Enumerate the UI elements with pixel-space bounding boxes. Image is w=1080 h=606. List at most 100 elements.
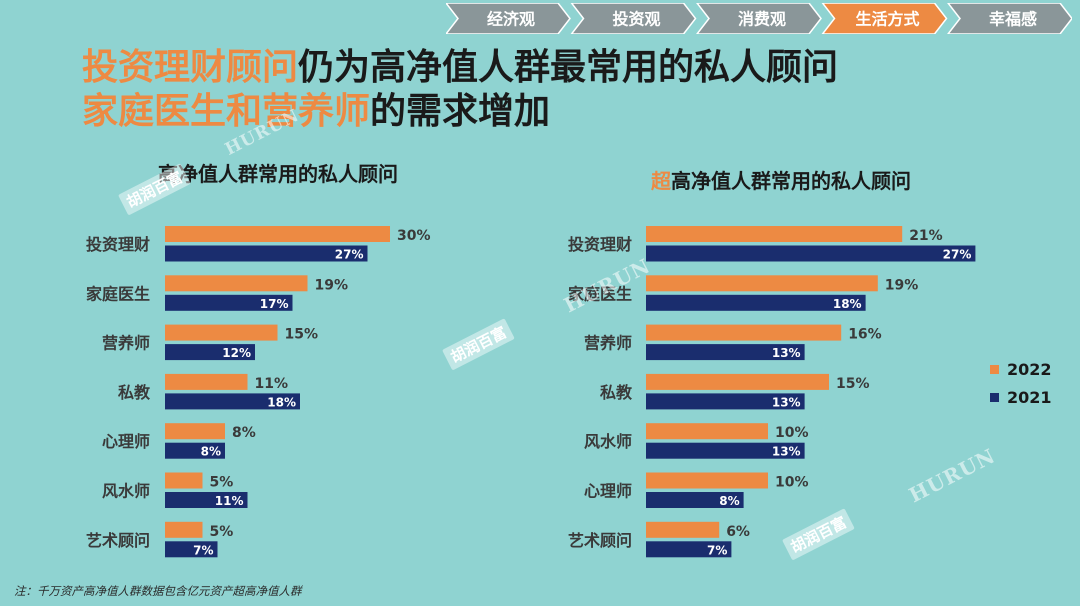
nav-tab-2[interactable]: 消费观 xyxy=(696,3,822,34)
right-chart-title-prefix: 超 xyxy=(651,169,671,193)
bar-2022 xyxy=(646,373,829,390)
data-label-2022: 5% xyxy=(210,524,234,540)
data-label-2021: 12% xyxy=(222,346,251,360)
nav-tab-label[interactable]: 消费观 xyxy=(738,10,786,29)
data-label-2022: 21% xyxy=(909,228,943,244)
category-group: 风水师 5% 11% xyxy=(102,472,248,508)
nav-tab-shape[interactable] xyxy=(821,3,948,34)
bar-2021 xyxy=(165,541,218,558)
nav-tab-3[interactable]: 生活方式 xyxy=(821,3,948,34)
bar-2022 xyxy=(165,275,308,292)
legend-label-2021: 2021 xyxy=(1007,387,1052,407)
data-label-2021: 27% xyxy=(335,248,364,262)
data-label-2022: 10% xyxy=(775,475,809,491)
bar-2022 xyxy=(165,472,203,489)
data-label-2021: 17% xyxy=(260,297,289,311)
data-label-2021: 8% xyxy=(201,445,221,459)
category-group: 投资理财 21%27% xyxy=(568,226,976,262)
left-bar-chart: 投资理财 30% 27% 家庭医生 19% 17% 营养师 15% 12% 私教 11% 18% 心理师… xyxy=(86,226,431,558)
category-label: 私教 xyxy=(118,383,151,402)
data-label-2021: 18% xyxy=(833,297,862,311)
legend-label-2022: 2022 xyxy=(1007,359,1052,379)
category-group: 家庭医生 19% 17% xyxy=(86,275,348,311)
right-bar-chart: 投资理财 21%27%家庭医生 19%18%营养师 16%13%私教 15%13%风水师… xyxy=(568,226,976,558)
nav-tab-label[interactable]: 经济观 xyxy=(487,10,535,29)
legend-item-2021: 2021 xyxy=(990,383,1052,411)
nav-tab-1[interactable]: 投资观 xyxy=(570,3,697,34)
category-group: 艺术顾问 6% 7% xyxy=(568,521,750,558)
title-line-1-rest: 仍为高净值人群最常用的私人顾问 xyxy=(298,47,839,88)
category-label: 风水师 xyxy=(584,432,632,451)
data-label-2022: 19% xyxy=(315,277,349,293)
bar-2022 xyxy=(165,324,278,341)
bar-2021 xyxy=(165,442,225,459)
bar-2021 xyxy=(646,492,744,508)
data-label-2022: 15% xyxy=(285,327,319,343)
category-group: 风水师 10% 13% xyxy=(584,423,809,459)
legend: 2022 2021 xyxy=(990,355,1052,411)
data-label-2021: 7% xyxy=(193,543,213,557)
nav-tab-label[interactable]: 生活方式 xyxy=(855,10,919,29)
bar-2022 xyxy=(646,472,768,489)
category-group: 营养师 16% 13% xyxy=(584,324,882,361)
legend-swatch-2022 xyxy=(990,364,999,374)
category-group: 心理师 8% 8% xyxy=(102,423,256,459)
nav-tab-label[interactable]: 幸福感 xyxy=(989,10,1037,29)
data-label-2021: 13% xyxy=(772,395,801,409)
nav-tab-shape[interactable] xyxy=(570,3,697,34)
data-label-2022: 8% xyxy=(232,425,256,441)
data-label-2021: 18% xyxy=(267,395,296,409)
category-group: 家庭医生 19% 18% xyxy=(568,275,918,311)
category-group: 投资理财 30% 27% xyxy=(86,226,431,262)
bar-2021 xyxy=(165,492,248,508)
category-label: 心理师 xyxy=(102,432,150,451)
title-line-1: 投资理财顾问仍为高净值人群最常用的私人顾问 xyxy=(82,48,838,88)
category-label: 心理师 xyxy=(584,482,632,501)
watermark-brand-cn: 胡润百富 xyxy=(118,163,191,216)
bar-2022 xyxy=(646,423,768,440)
data-label-2022: 16% xyxy=(848,327,882,343)
nav-tab-label[interactable]: 投资观 xyxy=(612,10,660,29)
category-group: 营养师 15% 12% xyxy=(102,324,319,361)
category-label: 私教 xyxy=(600,383,633,402)
category-label: 风水师 xyxy=(102,482,150,501)
category-group: 心理师 10% 8% xyxy=(584,472,809,508)
data-label-2022: 11% xyxy=(255,376,289,392)
nav-tab-shape[interactable] xyxy=(696,3,822,34)
bar-2021 xyxy=(165,294,293,311)
title-line-2-rest: 的需求增加 xyxy=(370,91,551,132)
nav-tab-shape[interactable] xyxy=(947,3,1072,34)
left-chart-title-text: 高净值人群常用的私人顾问 xyxy=(158,162,398,186)
title-line-2: 家庭医生和营养师的需求增加 xyxy=(82,92,550,132)
right-chart-title-text: 高净值人群常用的私人顾问 xyxy=(671,169,911,193)
data-label-2021: 7% xyxy=(707,543,727,557)
bar-2022 xyxy=(165,226,390,242)
bar-2022 xyxy=(165,521,203,538)
data-label-2021: 11% xyxy=(215,494,244,508)
legend-item-2022: 2022 xyxy=(990,355,1052,383)
bar-2022 xyxy=(646,521,720,538)
bar-2021 xyxy=(646,442,805,459)
bar-2022 xyxy=(646,324,842,341)
bar-2021 xyxy=(165,393,300,410)
bar-2021 xyxy=(646,245,976,262)
right-chart-title: 超高净值人群常用的私人顾问 xyxy=(651,165,911,194)
category-group: 艺术顾问 5% 7% xyxy=(86,521,234,558)
bar-2021 xyxy=(646,393,805,410)
nav-tab-4[interactable]: 幸福感 xyxy=(947,3,1072,34)
bar-2022 xyxy=(646,226,903,242)
bar-2022 xyxy=(165,373,248,390)
data-label-2021: 13% xyxy=(772,445,801,459)
nav-tab-0[interactable]: 经济观 xyxy=(446,3,571,34)
bar-2021 xyxy=(165,344,255,361)
bar-2021 xyxy=(646,294,866,311)
nav-tab-shape[interactable] xyxy=(446,3,571,34)
data-label-2022: 19% xyxy=(885,277,919,293)
footnote: 注：千万资产高净值人群数据包含亿元资产超高净值人群 xyxy=(14,584,302,598)
data-label-2022: 6% xyxy=(726,524,750,540)
category-label: 艺术顾问 xyxy=(86,531,150,550)
category-label: 艺术顾问 xyxy=(568,531,632,550)
category-label: 家庭医生 xyxy=(86,284,150,303)
data-label-2022: 30% xyxy=(397,228,431,244)
category-group: 私教 15% 13% xyxy=(600,373,870,410)
